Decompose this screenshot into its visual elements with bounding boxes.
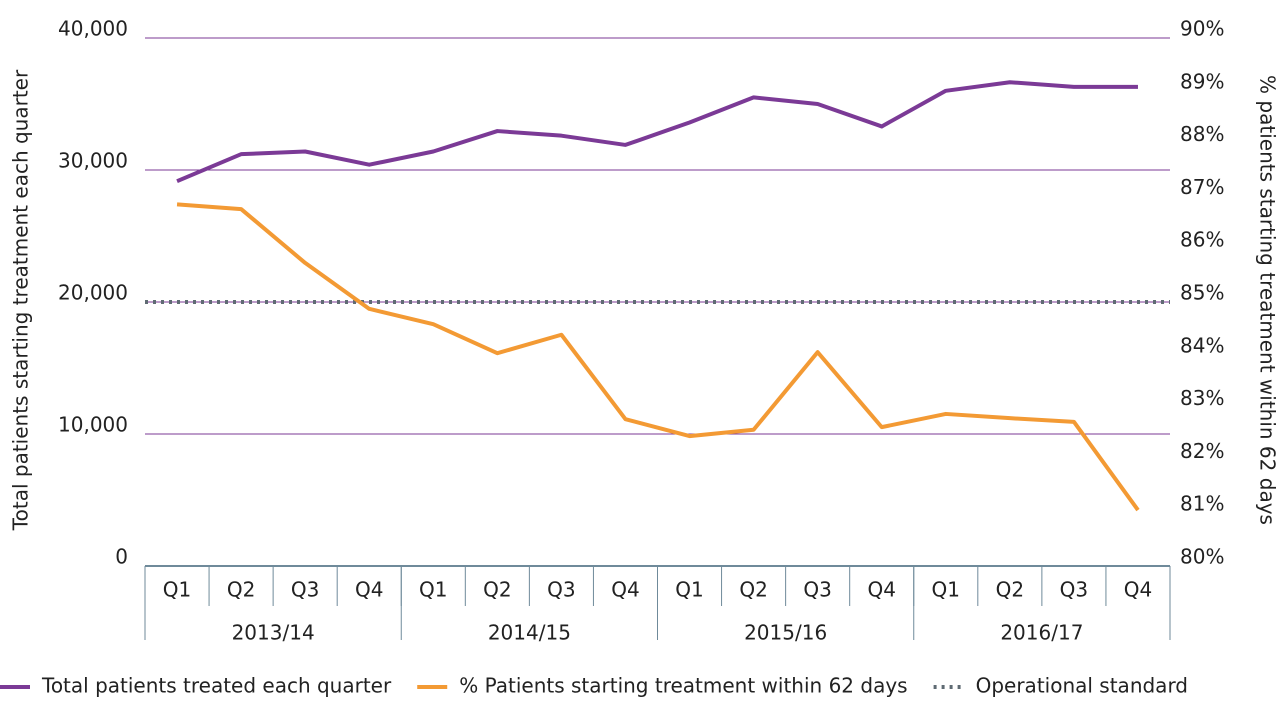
x-tick-label: Q1: [163, 578, 191, 602]
x-tick-label: Q3: [1060, 578, 1088, 602]
x-tick-label: Q4: [1124, 578, 1152, 602]
x-tick-label: Q3: [547, 578, 575, 602]
y-tick-label: 0: [115, 545, 128, 569]
x-group-label: 2014/15: [488, 621, 571, 645]
legend-label: Total patients treated each quarter: [41, 674, 392, 698]
y2-tick-label: 80%: [1180, 545, 1224, 569]
y-tick-label: 10,000: [58, 413, 128, 437]
y-tick-label: 40,000: [58, 17, 128, 41]
series-line: [176, 202, 1140, 512]
legend-label: Operational standard: [976, 674, 1188, 698]
x-tick-label: Q2: [739, 578, 767, 602]
y2-tick-label: 89%: [1180, 69, 1224, 93]
y2-tick-label: 81%: [1180, 492, 1224, 516]
series-line: [176, 80, 1138, 184]
x-tick-label: Q3: [291, 578, 319, 602]
x-group-label: 2015/16: [744, 621, 827, 645]
x-group-label: 2016/17: [1000, 621, 1083, 645]
x-tick-label: Q1: [932, 578, 960, 602]
y2-tick-label: 85%: [1180, 281, 1224, 305]
y2-axis-label: % patients starting treatment within 62 …: [1256, 75, 1280, 525]
y2-tick-label: 86%: [1180, 228, 1224, 252]
y-tick-label: 20,000: [58, 281, 128, 305]
y2-tick-label: 84%: [1180, 333, 1224, 357]
x-tick-label: Q2: [996, 578, 1024, 602]
legend-label: % Patients starting treatment within 62 …: [459, 674, 907, 698]
y-axis-label: Total patients starting treatment each q…: [9, 69, 33, 531]
x-tick-label: Q4: [355, 578, 383, 602]
y2-tick-label: 82%: [1180, 439, 1224, 463]
x-tick-label: Q1: [419, 578, 447, 602]
x-group-label: 2013/14: [232, 621, 315, 645]
x-tick-label: Q1: [675, 578, 703, 602]
x-tick-label: Q2: [483, 578, 511, 602]
y2-tick-label: 87%: [1180, 175, 1224, 199]
x-tick-label: Q2: [227, 578, 255, 602]
y-tick-label: 30,000: [58, 149, 128, 173]
y2-tick-label: 88%: [1180, 122, 1224, 146]
x-tick-label: Q4: [867, 578, 895, 602]
x-tick-label: Q4: [611, 578, 639, 602]
y2-tick-label: 83%: [1180, 386, 1224, 410]
x-tick-label: Q3: [803, 578, 831, 602]
y2-tick-label: 90%: [1180, 17, 1224, 41]
